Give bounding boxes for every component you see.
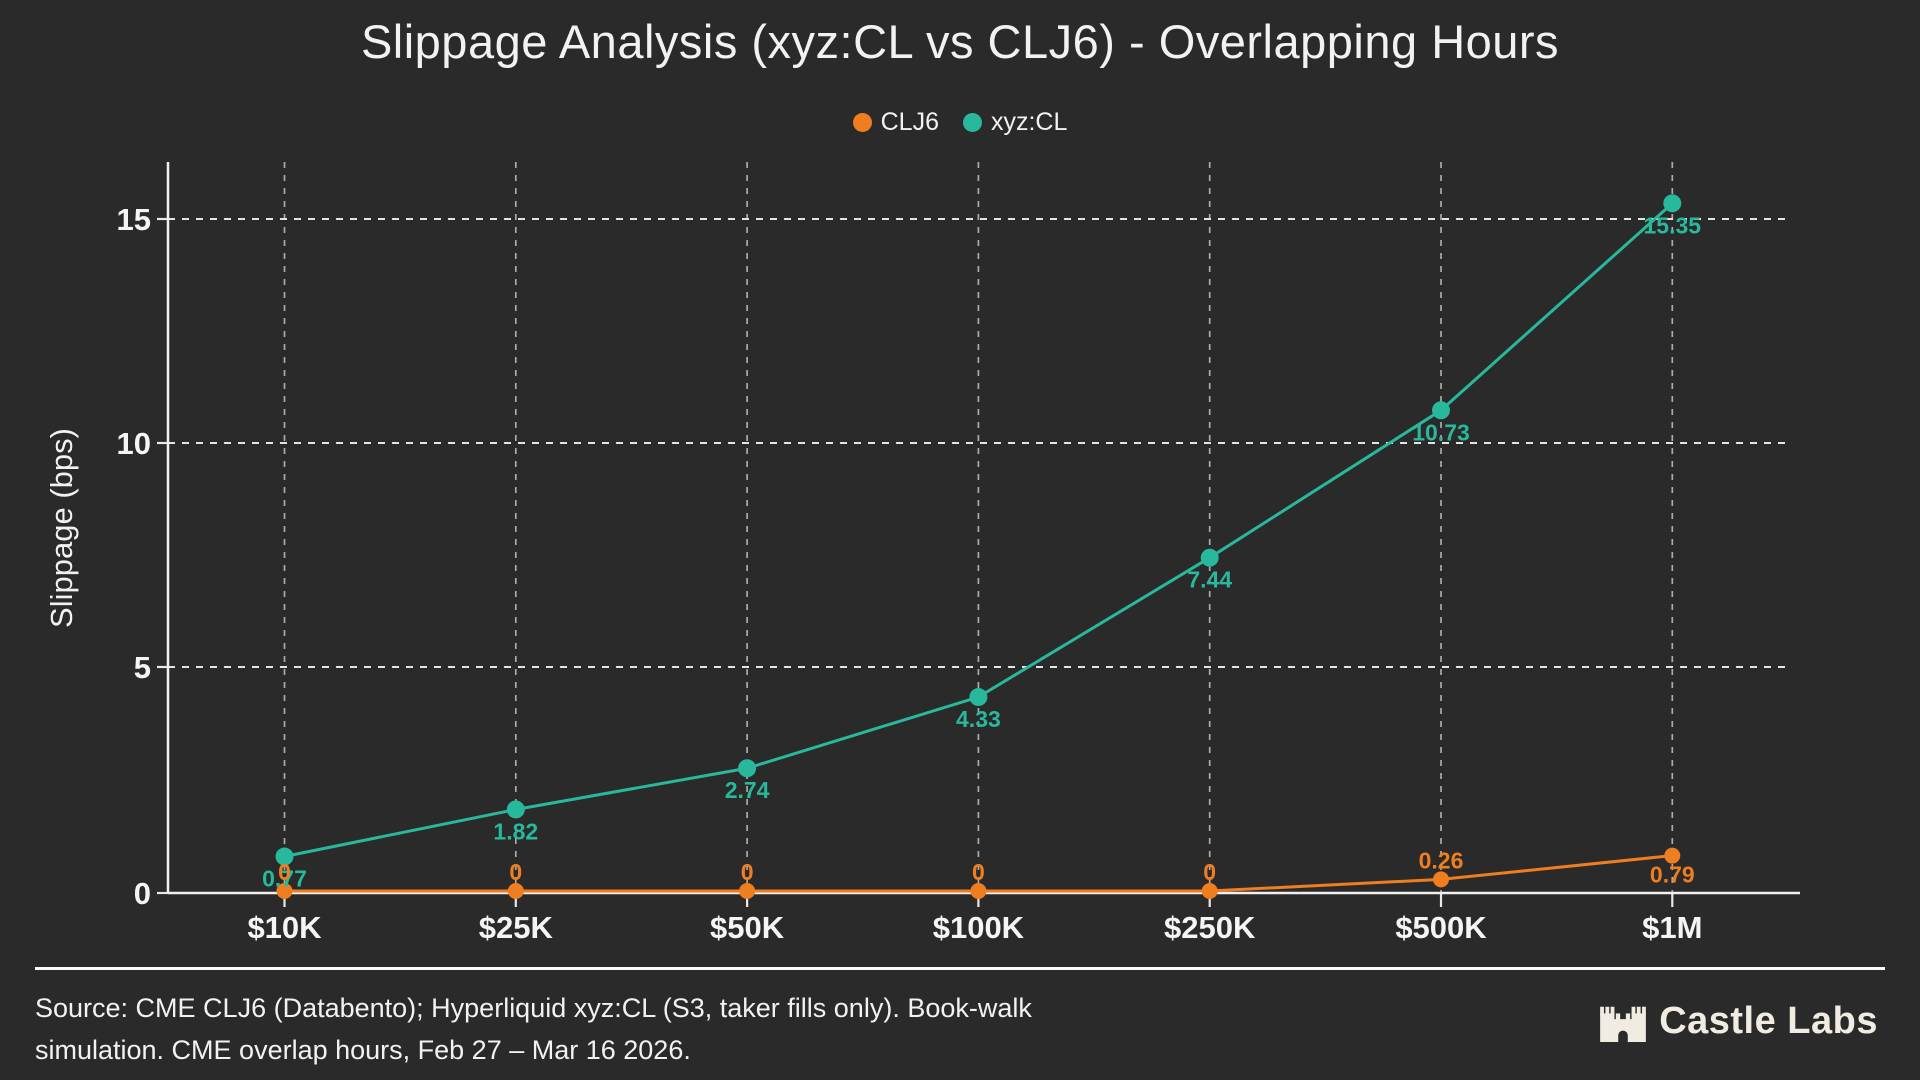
legend-dot-xyzcl-icon (962, 113, 982, 132)
data-point (1432, 401, 1450, 420)
data-label: 0 (972, 859, 985, 885)
data-label: 0 (509, 859, 522, 885)
data-point (970, 883, 987, 899)
data-point (275, 847, 294, 866)
x-tick-label: $250K (1164, 910, 1256, 945)
data-point (507, 883, 524, 899)
data-label: 15.35 (1644, 212, 1702, 238)
data-point (1663, 194, 1682, 213)
x-tick-label: $10K (247, 910, 322, 945)
x-tick-label: $25K (479, 910, 554, 945)
data-label: 0 (278, 859, 291, 885)
footer-source-line1: Source: CME CLJ6 (Databento); Hyperliqui… (35, 993, 1032, 1023)
data-point (1664, 847, 1681, 864)
y-tick-label: 0 (134, 876, 151, 911)
data-label: 0.79 (1650, 862, 1695, 888)
footer-separator (35, 967, 1885, 970)
data-point (276, 883, 293, 899)
x-tick-label: $50K (710, 910, 785, 945)
footer-source-line2: simulation. CME overlap hours, Feb 27 – … (35, 1034, 691, 1065)
legend-item-xyzcl: xyz:CL (962, 108, 1068, 137)
data-label: 10.73 (1412, 419, 1470, 445)
x-tick-label: $500K (1395, 910, 1487, 945)
y-tick-label: 5 (134, 650, 151, 685)
data-label: 0 (741, 859, 754, 885)
data-point (506, 800, 525, 819)
data-label: 0 (1203, 859, 1216, 885)
y-tick-label: 10 (117, 426, 151, 461)
legend-dot-clj6-icon (852, 113, 872, 132)
data-label: 1.82 (493, 818, 538, 844)
castle-icon (1600, 1006, 1647, 1042)
y-tick-label: 15 (117, 202, 151, 237)
data-point (1200, 548, 1219, 567)
data-label: 7.44 (1187, 567, 1232, 593)
data-label: 0.77 (262, 866, 307, 892)
data-label: 4.33 (956, 706, 1001, 732)
legend-item-clj6: CLJ6 (852, 108, 939, 137)
legend: CLJ6 xyz:CL (0, 108, 1920, 137)
y-axis-title: Slippage (bps) (44, 428, 79, 628)
data-point (738, 759, 757, 778)
data-label: 2.74 (725, 777, 770, 803)
footer-source: Source: CME CLJ6 (Databento); Hyperliqui… (35, 988, 1032, 1072)
data-point (739, 883, 756, 899)
chart-title: Slippage Analysis (xyz:CL vs CLJ6) - Ove… (360, 15, 1560, 68)
legend-label-xyzcl: xyz:CL (990, 108, 1068, 136)
x-tick-label: $100K (933, 910, 1025, 945)
legend-label-clj6: CLJ6 (880, 108, 939, 136)
brand-logo: Castle Labs (1600, 1000, 1878, 1043)
data-point (1433, 871, 1449, 888)
data-point (1201, 883, 1218, 899)
brand-name: Castle Labs (1659, 1000, 1878, 1042)
x-tick-label: $1M (1642, 910, 1702, 945)
data-label: 0.26 (1419, 847, 1464, 873)
data-point (969, 688, 988, 707)
